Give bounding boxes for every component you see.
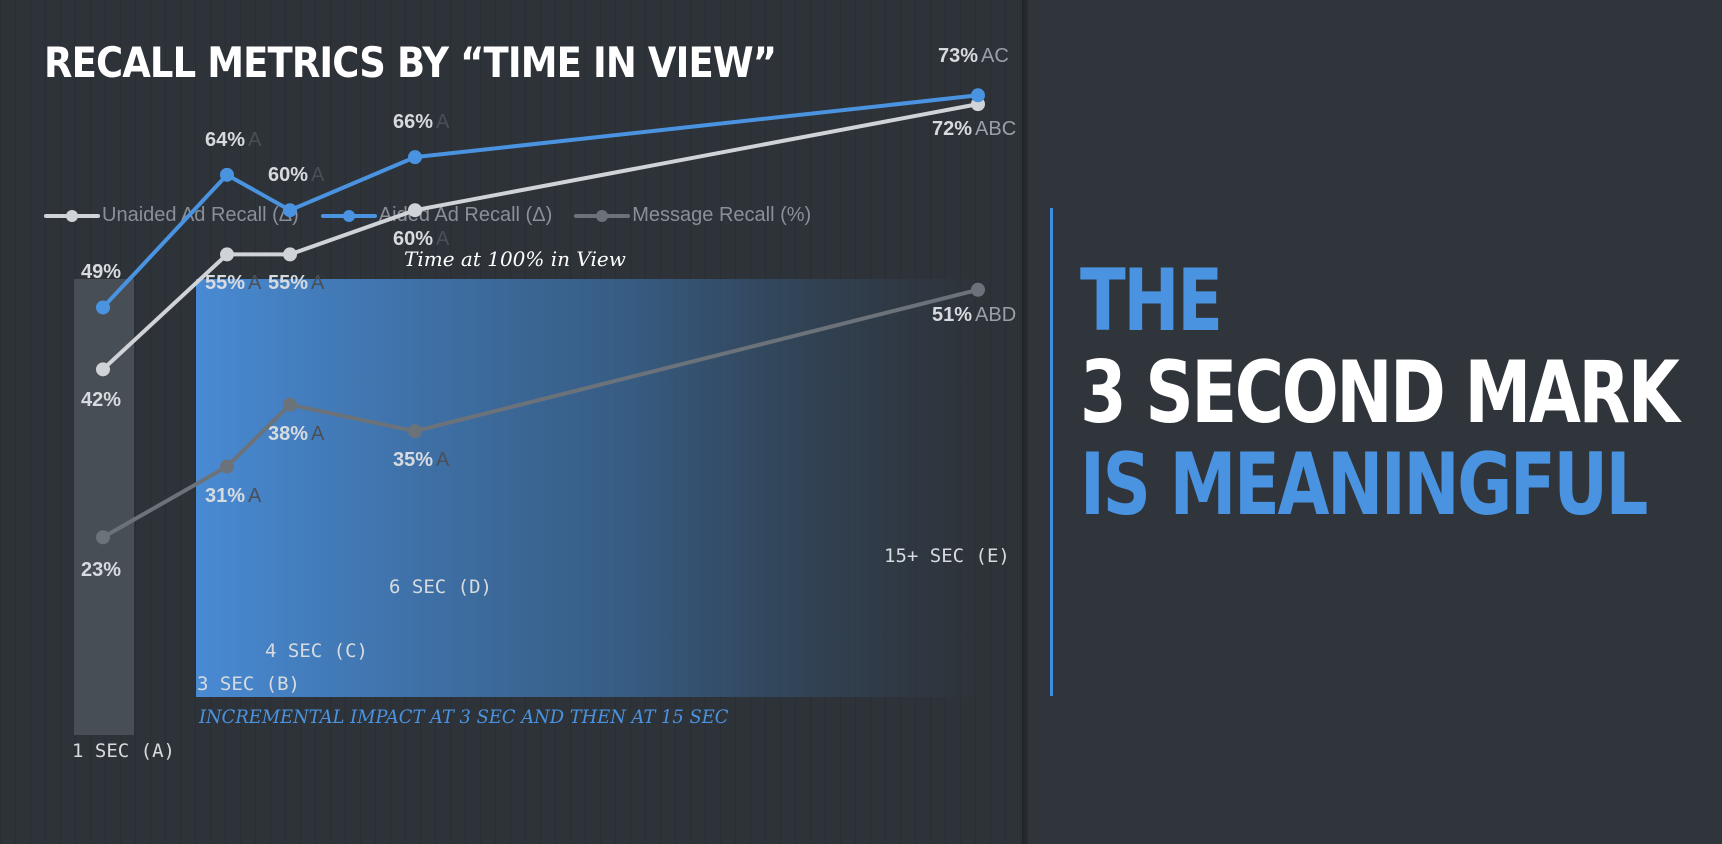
one-second-band [74,279,134,735]
data-label-message-4: 51% ABD [932,303,1017,326]
data-point-unaided-1 [220,247,234,262]
full-view-band [196,279,980,697]
data-point-aided-2 [283,203,297,218]
data-point-aided-1 [220,167,234,182]
data-label-unaided-4: 72% ABC [932,118,1017,141]
x-tick-label-3sec: 3 SEC (B) [197,673,300,695]
headline-line-1: THE [1080,251,1223,351]
data-label-aided-2: 60% A [268,164,325,187]
x-tick-label-6sec: 6 SEC (D) [389,576,492,598]
data-point-aided-0 [96,300,110,315]
data-point-message-3 [408,424,422,439]
data-label-unaided-2: 55% A [268,272,325,295]
data-point-aided-3 [408,150,422,165]
data-point-unaided-0 [96,362,110,377]
data-point-unaided-3 [408,203,422,218]
headline-line-2: 3 SECOND MARK [1080,343,1680,443]
x-tick-label-4sec: 4 SEC (C) [265,640,368,662]
data-point-message-1 [220,459,234,474]
data-label-unaided-1: 55% A [205,272,262,295]
legend-swatch-aided [320,209,377,222]
data-point-message-4 [971,282,985,297]
data-point-unaided-2 [283,247,297,262]
data-point-message-0 [96,530,110,545]
chart-title: RECALL METRICS BY “TIME IN VIEW” [44,38,777,87]
data-label-message-0: 23% [81,559,122,582]
chart-legend: Unaided Ad Recall (Δ) Aided Ad Recall (Δ… [44,204,811,227]
time-in-view-caption: Time at 100% in View [404,247,626,271]
x-tick-label-1sec: 1 SEC (A) [72,740,175,762]
headline-panel [1028,0,1722,844]
legend-label-unaided: Unaided Ad Recall (Δ) [102,204,299,226]
data-label-message-1: 31% A [205,484,262,507]
data-label-unaided-3: 60% A [393,228,450,251]
data-point-aided-4 [971,88,985,103]
legend-swatch-message [574,209,631,222]
data-label-aided-4: 73% AC [938,45,1009,68]
legend-label-message: Message Recall (%) [632,204,812,226]
incremental-impact-note: INCREMENTAL IMPACT AT 3 SEC AND THEN AT … [199,706,729,728]
legend-item-message: Message Recall (%) [574,204,811,227]
x-tick-label-15sec: 15+ SEC (E) [884,545,1010,567]
headline-line-3: IS MEANINGFUL [1080,435,1648,535]
data-label-aided-0: 49% [81,261,122,284]
data-point-message-2 [283,397,297,412]
data-label-message-3: 35% A [393,449,450,472]
series-layer [96,88,985,545]
data-label-aided-3: 66% A [393,111,450,134]
legend-swatch-unaided [44,209,100,222]
data-label-aided-1: 64% A [205,128,262,151]
data-label-unaided-0: 42% [81,389,122,412]
panel-divider [1022,0,1028,844]
headline-accent-bar [1050,208,1053,696]
data-label-message-2: 38% A [268,422,325,445]
legend-item-unaided: Unaided Ad Recall (Δ) [44,204,299,227]
chart-plot [74,88,985,735]
